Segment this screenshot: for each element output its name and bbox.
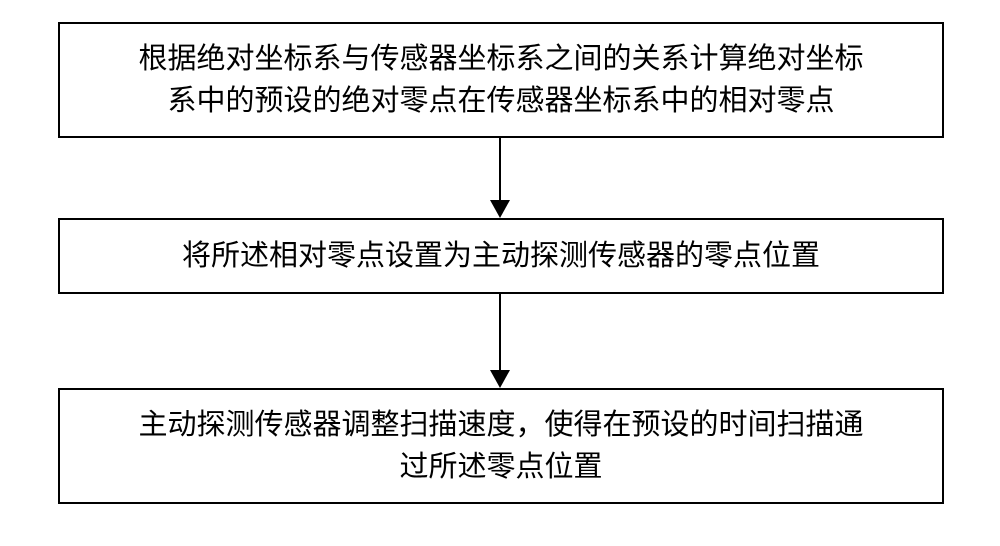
node-line: 过所述零点位置 bbox=[138, 446, 863, 488]
node-line: 根据绝对坐标系与传感器坐标系之间的关系计算绝对坐标 bbox=[138, 38, 863, 80]
arrow-shaft bbox=[499, 294, 501, 370]
flowchart-node-step2: 将所述相对零点设置为主动探测传感器的零点位置 bbox=[58, 218, 944, 294]
flowchart-node-step3: 主动探测传感器调整扫描速度，使得在预设的时间扫描通 过所述零点位置 bbox=[58, 388, 944, 504]
node-line: 系中的预设的绝对零点在传感器坐标系中的相对零点 bbox=[138, 80, 863, 122]
arrow-head-icon bbox=[490, 370, 510, 388]
arrow-shaft bbox=[499, 138, 501, 200]
node-line: 主动探测传感器调整扫描速度，使得在预设的时间扫描通 bbox=[138, 404, 863, 446]
node-text: 将所述相对零点设置为主动探测传感器的零点位置 bbox=[182, 235, 820, 277]
flowchart-node-step1: 根据绝对坐标系与传感器坐标系之间的关系计算绝对坐标 系中的预设的绝对零点在传感器… bbox=[58, 22, 944, 138]
node-text: 根据绝对坐标系与传感器坐标系之间的关系计算绝对坐标 系中的预设的绝对零点在传感器… bbox=[138, 38, 863, 122]
flowchart-canvas: 根据绝对坐标系与传感器坐标系之间的关系计算绝对坐标 系中的预设的绝对零点在传感器… bbox=[0, 0, 1000, 546]
node-line: 将所述相对零点设置为主动探测传感器的零点位置 bbox=[182, 235, 820, 277]
arrow-head-icon bbox=[490, 200, 510, 218]
node-text: 主动探测传感器调整扫描速度，使得在预设的时间扫描通 过所述零点位置 bbox=[138, 404, 863, 488]
